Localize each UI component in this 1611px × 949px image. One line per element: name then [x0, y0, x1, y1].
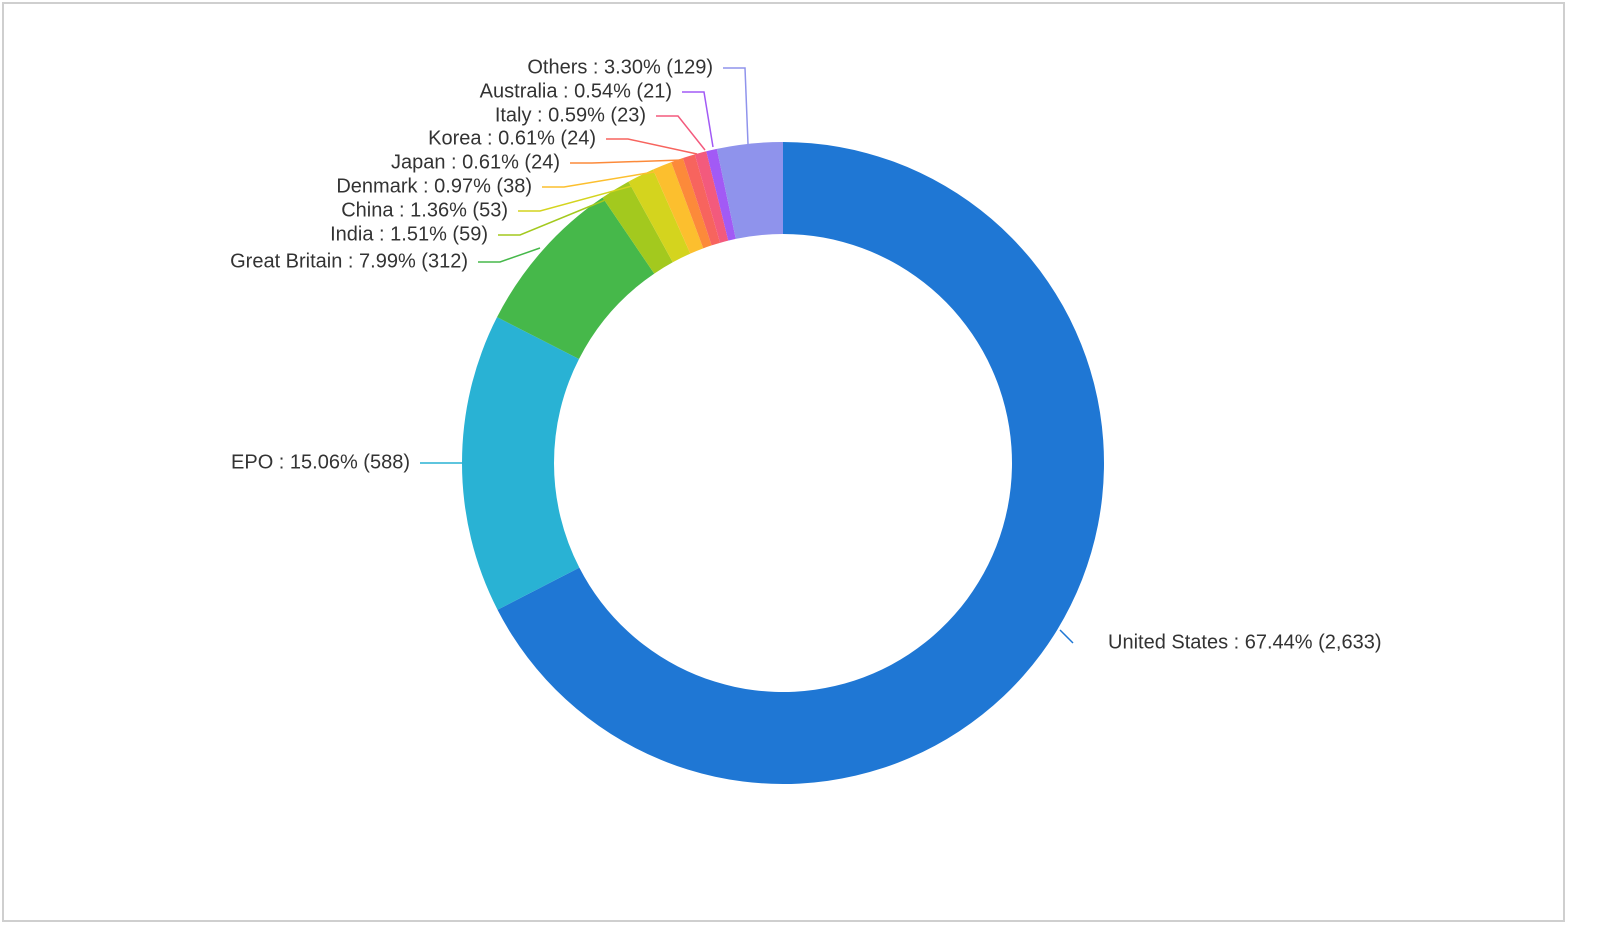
slice-great-britain[interactable] — [497, 197, 655, 359]
leader-line-korea — [606, 138, 698, 155]
leader-line-japan — [570, 159, 683, 164]
donut-slices — [462, 142, 1104, 784]
leader-line-australia — [682, 91, 714, 148]
label-leader-lines — [420, 67, 1074, 644]
slice-japan[interactable] — [671, 157, 712, 249]
slice-label-epo: EPO : 15.06% (588) — [231, 451, 410, 473]
slice-label-korea: Korea : 0.61% (24) — [428, 127, 596, 149]
slice-label-great-britain: Great Britain : 7.99% (312) — [230, 250, 468, 272]
leader-line-india — [498, 195, 616, 236]
slice-italy[interactable] — [694, 151, 729, 243]
leader-line-italy — [656, 115, 706, 151]
slice-label-united-states: United States : 67.44% (2,633) — [1108, 631, 1382, 653]
slice-epo[interactable] — [462, 317, 580, 610]
leader-line-others — [723, 67, 749, 145]
slice-china[interactable] — [628, 169, 691, 263]
slice-label-australia: Australia : 0.54% (21) — [480, 80, 672, 102]
slice-label-india: India : 1.51% (59) — [330, 223, 488, 245]
slice-australia[interactable] — [706, 148, 736, 241]
leader-line-denmark — [542, 169, 667, 188]
slice-label-others: Others : 3.30% (129) — [527, 56, 713, 78]
slice-india[interactable] — [602, 181, 673, 274]
slice-united-states[interactable] — [497, 142, 1104, 784]
leader-line-united-states — [1059, 629, 1074, 644]
leader-line-great-britain — [478, 247, 541, 263]
slice-label-china: China : 1.36% (53) — [341, 199, 508, 221]
slice-label-italy: Italy : 0.59% (23) — [495, 104, 646, 126]
slice-denmark[interactable] — [653, 162, 704, 254]
slice-label-japan: Japan : 0.61% (24) — [391, 151, 560, 173]
slice-korea[interactable] — [682, 154, 721, 246]
leader-line-china — [518, 182, 644, 212]
slice-others[interactable] — [716, 142, 783, 239]
slice-labels: United States : 67.44% (2,633) EPO : 15.0… — [230, 56, 1381, 653]
slice-label-denmark: Denmark : 0.97% (38) — [336, 175, 532, 197]
